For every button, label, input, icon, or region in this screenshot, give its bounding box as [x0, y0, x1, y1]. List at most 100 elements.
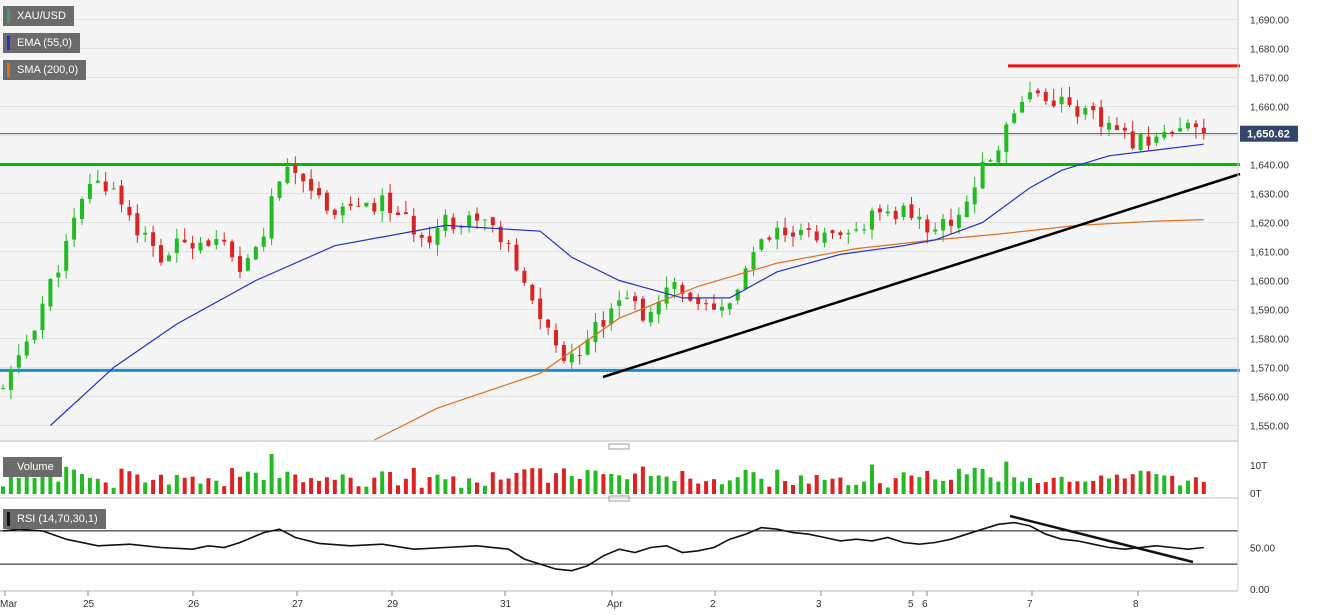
current-price-tag — [1240, 125, 1298, 142]
candle-body — [846, 232, 851, 235]
candle-body — [317, 187, 321, 196]
legend-symbol[interactable]: XAU/USD — [3, 6, 74, 26]
candle-body — [1186, 122, 1190, 129]
volume-bar — [317, 480, 321, 494]
candle-body — [893, 210, 898, 220]
volume-bar — [806, 483, 811, 494]
volume-bar — [348, 477, 353, 494]
candle-body — [862, 229, 867, 231]
candle-body — [791, 232, 795, 237]
candle-body — [396, 212, 400, 216]
candle-body — [775, 227, 780, 240]
candle-body — [443, 214, 448, 231]
candle-body — [482, 219, 487, 221]
candle-body — [159, 245, 163, 263]
volume-bar — [1012, 477, 1017, 494]
volume-bar — [309, 478, 314, 494]
volume-bar — [1146, 471, 1151, 494]
candle-body — [1043, 92, 1048, 102]
candle-body — [688, 292, 693, 301]
candle-body — [451, 217, 456, 230]
volume-bar — [743, 469, 748, 494]
volume-bar — [40, 468, 45, 494]
price-tick-label: 1,600.00 — [1250, 277, 1289, 288]
volume-bar — [427, 477, 432, 494]
volume-bar — [775, 469, 780, 494]
candle-body — [1028, 92, 1032, 100]
x-tick-label: 27 — [292, 599, 304, 610]
volume-bar — [830, 478, 835, 494]
price-tick-label: 1,550.00 — [1250, 422, 1289, 433]
candle-body — [419, 234, 424, 238]
candle-body — [980, 161, 985, 189]
volume-bar — [554, 473, 558, 494]
volume-bar — [870, 464, 874, 494]
volume-bar — [625, 479, 630, 494]
candle-body — [759, 239, 764, 250]
volume-bar — [182, 477, 187, 494]
pane-resize-handle — [608, 495, 630, 502]
legend-rsi[interactable]: RSI (14,70,30,1) — [3, 509, 106, 529]
volume-bar — [617, 475, 622, 494]
candle-body — [285, 166, 290, 184]
legend-ema[interactable]: EMA (55,0) — [3, 33, 81, 53]
candle-body — [198, 242, 203, 251]
candle-body — [838, 232, 843, 236]
candle-body — [182, 239, 187, 243]
volume-tick-label: 0T — [1250, 489, 1262, 500]
candle-body — [696, 298, 701, 305]
legend-sma[interactable]: SMA (200,0) — [3, 60, 87, 80]
candle-body — [1, 388, 5, 390]
volume-bar — [1114, 474, 1119, 494]
volume-bar — [459, 487, 464, 494]
volume-bar — [1186, 480, 1190, 494]
candle-body — [546, 319, 551, 328]
volume-bar — [1067, 481, 1072, 494]
candle-body — [885, 211, 890, 214]
volume-bar — [1107, 478, 1111, 494]
volume-bar — [222, 486, 227, 494]
candle-body — [174, 238, 179, 253]
legend-volume[interactable]: Volume — [3, 457, 62, 477]
volume-bar — [980, 468, 985, 494]
candle-body — [798, 229, 803, 236]
volume-bar — [901, 472, 906, 494]
candle-body — [577, 355, 582, 357]
volume-bar — [411, 467, 416, 494]
volume-bar — [301, 482, 306, 494]
volume-bar — [1020, 481, 1025, 494]
volume-bar — [48, 460, 53, 494]
candle-body — [877, 208, 882, 213]
volume-bar — [577, 478, 582, 494]
volume-bar — [1130, 474, 1135, 494]
volume-bar — [498, 479, 503, 494]
candle-body — [24, 341, 29, 356]
candle-body — [680, 284, 685, 294]
candle-body — [727, 303, 732, 310]
ascending-trendline — [602, 172, 1241, 379]
candle-body — [48, 278, 53, 307]
pane-resize-handle — [608, 443, 630, 450]
volume-bar — [190, 476, 195, 494]
volume-bar — [664, 476, 669, 494]
candle-body — [411, 215, 416, 235]
candle-body — [996, 150, 1001, 163]
candle-body — [530, 284, 535, 301]
volume-bar — [364, 486, 369, 494]
volume-bar — [467, 478, 472, 494]
volume-bar — [32, 477, 37, 494]
candle-body — [269, 196, 274, 239]
volume-bar — [403, 478, 408, 494]
candle-body — [103, 181, 108, 192]
volume-bar — [933, 479, 938, 494]
candle-body — [8, 369, 13, 390]
candle-body — [554, 330, 558, 346]
x-tick-label: 29 — [387, 599, 399, 610]
volume-bar — [783, 481, 788, 494]
candle-body — [1201, 127, 1206, 134]
volume-bar — [332, 479, 337, 494]
candle-body — [1035, 90, 1040, 94]
candle-body — [719, 306, 724, 311]
volume-bar — [1178, 485, 1183, 494]
